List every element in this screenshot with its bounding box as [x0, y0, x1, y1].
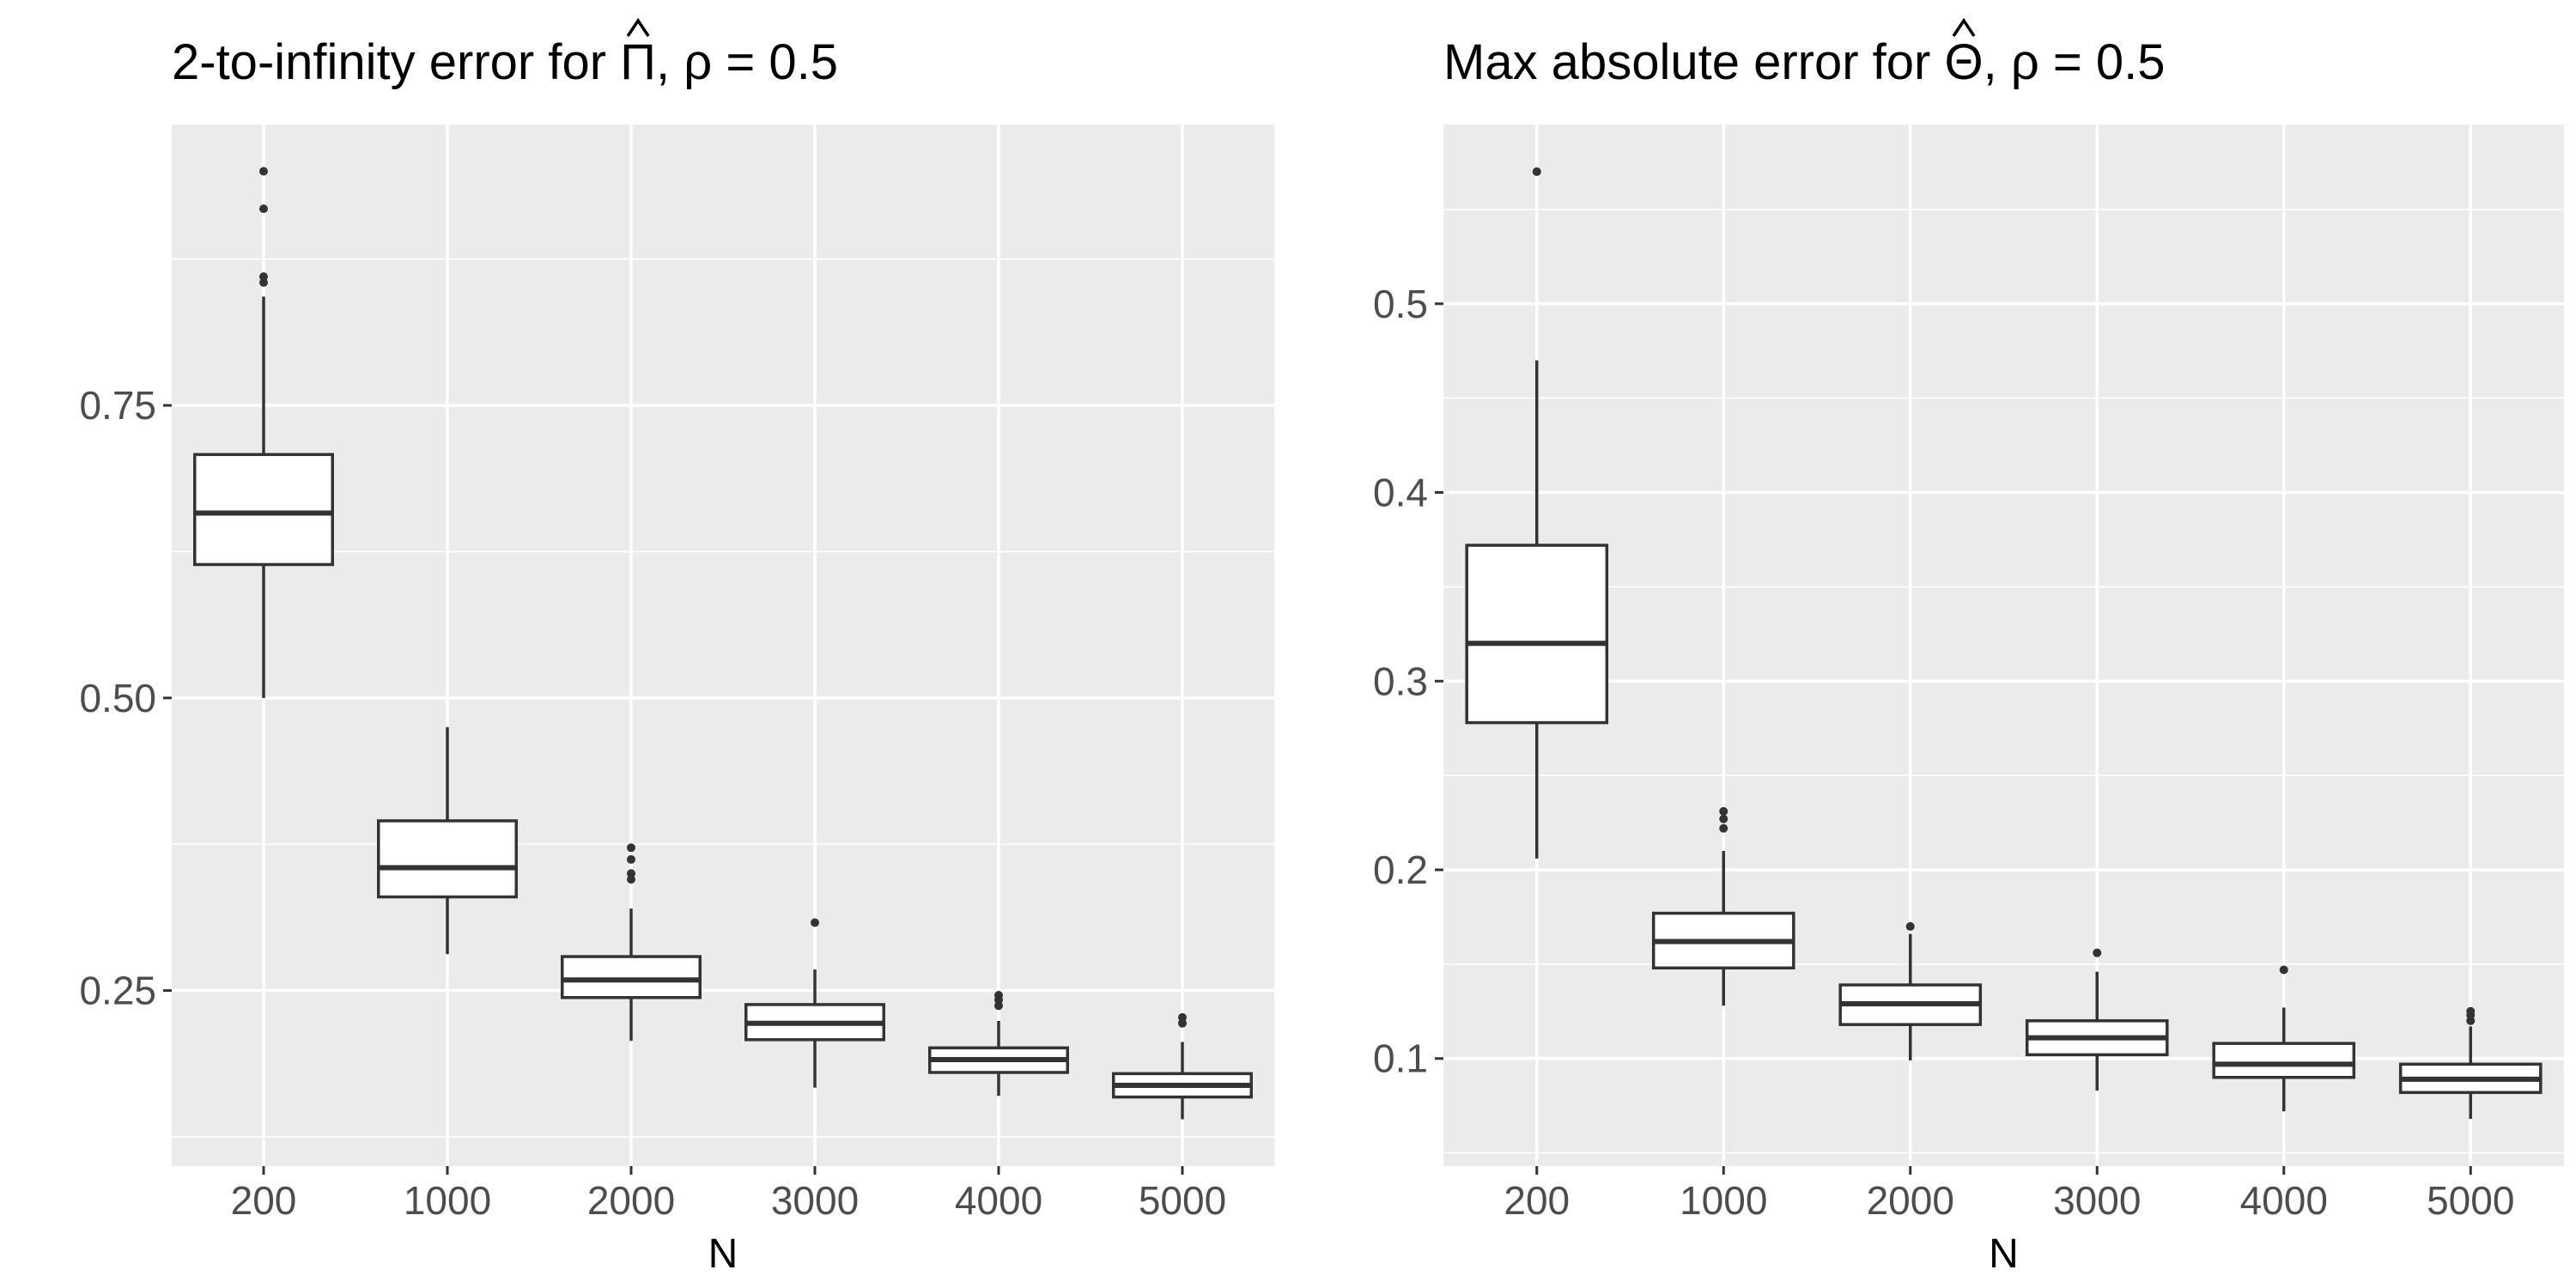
x-tick-label: 5000 — [1139, 1178, 1226, 1223]
outlier-point — [1178, 1012, 1187, 1022]
outlier-point — [1905, 921, 1915, 931]
chart-title: 2-to-infinity error for Π, ρ = 0.5 — [172, 34, 838, 90]
y-tick-label: 0.5 — [1373, 282, 1428, 326]
x-tick-label: 2000 — [587, 1178, 675, 1223]
plot-background — [1443, 125, 2564, 1166]
box-1000 — [377, 726, 518, 955]
x-tick-label: 4000 — [955, 1178, 1042, 1223]
x-axis-title: N — [708, 1231, 738, 1277]
box-1000 — [1651, 806, 1795, 1006]
outlier-point — [1719, 814, 1728, 823]
box-iqr — [561, 955, 702, 999]
box-3000 — [744, 918, 885, 1088]
box-iqr — [193, 453, 334, 567]
x-tick-label: 3000 — [2053, 1178, 2141, 1223]
outlier-point — [2279, 965, 2288, 975]
box-iqr — [1465, 544, 1609, 725]
title-hat-accent — [1952, 17, 1976, 37]
y-tick-label: 0.50 — [79, 676, 156, 720]
outlier-point — [627, 843, 635, 853]
outlier-point — [2093, 948, 2102, 957]
box-2000 — [1838, 921, 1983, 1060]
x-tick-label: 3000 — [771, 1178, 859, 1223]
box-4000 — [928, 991, 1069, 1097]
chart-panel-1: 0.25 0.50 0.75 200 1000 2000 3000 4000 5000 2-to-… — [79, 17, 1274, 1277]
box-iqr — [377, 819, 518, 899]
box-200 — [193, 167, 334, 698]
outlier-point — [259, 167, 268, 176]
y-tick-label: 0.25 — [79, 969, 156, 1013]
x-tick-label: 200 — [1504, 1178, 1570, 1223]
x-tick-label: 2000 — [1867, 1178, 1954, 1223]
outlier-point — [2466, 1006, 2476, 1016]
outlier-point — [259, 272, 268, 282]
outlier-point — [1532, 167, 1541, 176]
box-2000 — [561, 843, 702, 1042]
box-4000 — [2212, 965, 2356, 1112]
box-5000 — [2398, 1006, 2543, 1120]
x-tick-label: 1000 — [404, 1178, 491, 1223]
x-axis-title: N — [1989, 1231, 2019, 1277]
box-iqr — [2212, 1042, 2356, 1079]
box-5000 — [1112, 1012, 1253, 1120]
chart-panel-2: 0.1 0.2 0.3 0.4 0.5 200 1000 2000 3000 4000 5000 Ma… — [1373, 17, 2564, 1277]
box-3000 — [2025, 948, 2169, 1091]
y-tick-label: 0.75 — [79, 383, 156, 428]
x-tick-label: 1000 — [1680, 1178, 1767, 1223]
outlier-point — [627, 854, 635, 864]
title-hat-accent — [626, 17, 650, 37]
x-tick-label: 200 — [231, 1178, 297, 1223]
chart-title: Max absolute error for Θ, ρ = 0.5 — [1443, 34, 2166, 90]
outlier-point — [627, 869, 635, 878]
y-tick-label: 0.1 — [1373, 1036, 1428, 1081]
outlier-point — [994, 991, 1003, 1000]
outlier-point — [259, 204, 268, 214]
y-tick-label: 0.2 — [1373, 848, 1428, 892]
y-tick-label: 0.3 — [1373, 659, 1428, 703]
outlier-point — [811, 918, 819, 927]
outlier-point — [1719, 823, 1728, 833]
box-200 — [1465, 167, 1609, 859]
outlier-point — [1719, 806, 1728, 816]
x-tick-label: 5000 — [2427, 1178, 2514, 1223]
plot-background — [172, 125, 1274, 1166]
y-tick-label: 0.4 — [1373, 471, 1428, 515]
x-tick-label: 4000 — [2240, 1178, 2328, 1223]
